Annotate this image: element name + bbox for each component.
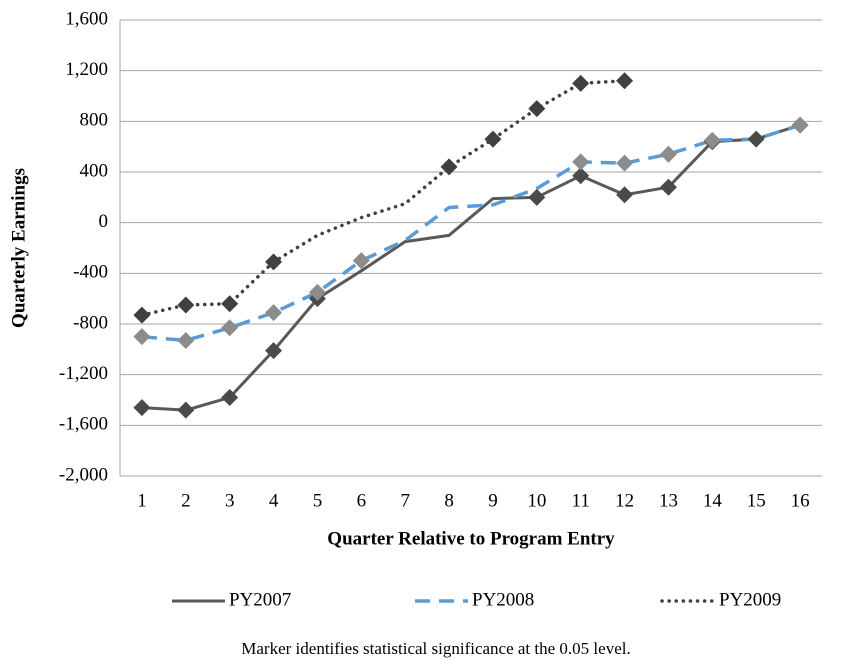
significance-marker (528, 188, 546, 206)
x-tick-label: 10 (527, 490, 546, 511)
x-tick-label: 7 (400, 490, 410, 511)
legend-label: PY2007 (229, 589, 291, 610)
x-tick-label: 2 (181, 490, 191, 511)
significance-marker (265, 253, 283, 271)
x-tick-label: 1 (137, 490, 147, 511)
significance-marker (659, 178, 677, 196)
y-tick-label: -2,000 (59, 464, 108, 485)
y-tick-label: -800 (73, 312, 108, 333)
y-tick-label: -400 (73, 262, 108, 283)
significance-marker (133, 328, 151, 346)
y-tick-label: 400 (80, 160, 109, 181)
x-tick-label: 14 (703, 490, 723, 511)
series-line (140, 79, 627, 317)
significance-marker (133, 306, 151, 324)
significance-marker (616, 186, 634, 204)
x-tick-label: 8 (444, 490, 454, 511)
x-tick-label: 5 (313, 490, 323, 511)
significance-marker (265, 342, 283, 360)
significance-marker (528, 100, 546, 118)
x-tick-label: 13 (659, 490, 678, 511)
legend-label: PY2008 (472, 589, 534, 610)
significance-marker (572, 153, 590, 171)
significance-marker (703, 131, 721, 149)
significance-marker (221, 319, 239, 337)
y-tick-label: -1,200 (59, 363, 108, 384)
significance-marker (265, 304, 283, 322)
legend-label: PY2009 (719, 589, 781, 610)
x-tick-label: 6 (357, 490, 367, 511)
x-tick-label: 15 (747, 490, 766, 511)
series-line (141, 123, 801, 412)
x-tick-label: 4 (269, 490, 279, 511)
y-tick-label: 1,200 (65, 59, 108, 80)
significance-marker (572, 74, 590, 92)
x-tick-label: 11 (572, 490, 590, 511)
x-tick-label: 3 (225, 490, 235, 511)
x-tick-label: 9 (488, 490, 498, 511)
series-line (141, 123, 801, 343)
x-tick-label: 12 (615, 490, 634, 511)
significance-marker (747, 130, 765, 148)
y-tick-label: -1,600 (59, 414, 108, 435)
footnote: Marker identifies statistical significan… (241, 639, 630, 658)
significance-marker (572, 167, 590, 185)
y-tick-label: 800 (80, 110, 109, 131)
significance-marker (484, 130, 502, 148)
significance-marker (177, 331, 195, 349)
significance-marker (791, 116, 809, 134)
significance-marker (177, 401, 195, 419)
significance-marker (616, 154, 634, 172)
significance-marker (177, 296, 195, 314)
significance-marker (659, 145, 677, 163)
significance-marker (221, 388, 239, 406)
significance-marker (308, 283, 326, 301)
significance-marker (440, 158, 458, 176)
y-tick-label: 1,600 (65, 8, 108, 29)
significance-marker (352, 252, 370, 270)
significance-marker (133, 399, 151, 417)
y-tick-label: 0 (99, 211, 109, 232)
significance-marker (221, 295, 239, 313)
x-axis-label: Quarter Relative to Program Entry (327, 528, 615, 549)
significance-marker (616, 72, 634, 90)
x-tick-label: 16 (791, 490, 810, 511)
y-axis-label: Quarterly Earnings (8, 168, 29, 328)
